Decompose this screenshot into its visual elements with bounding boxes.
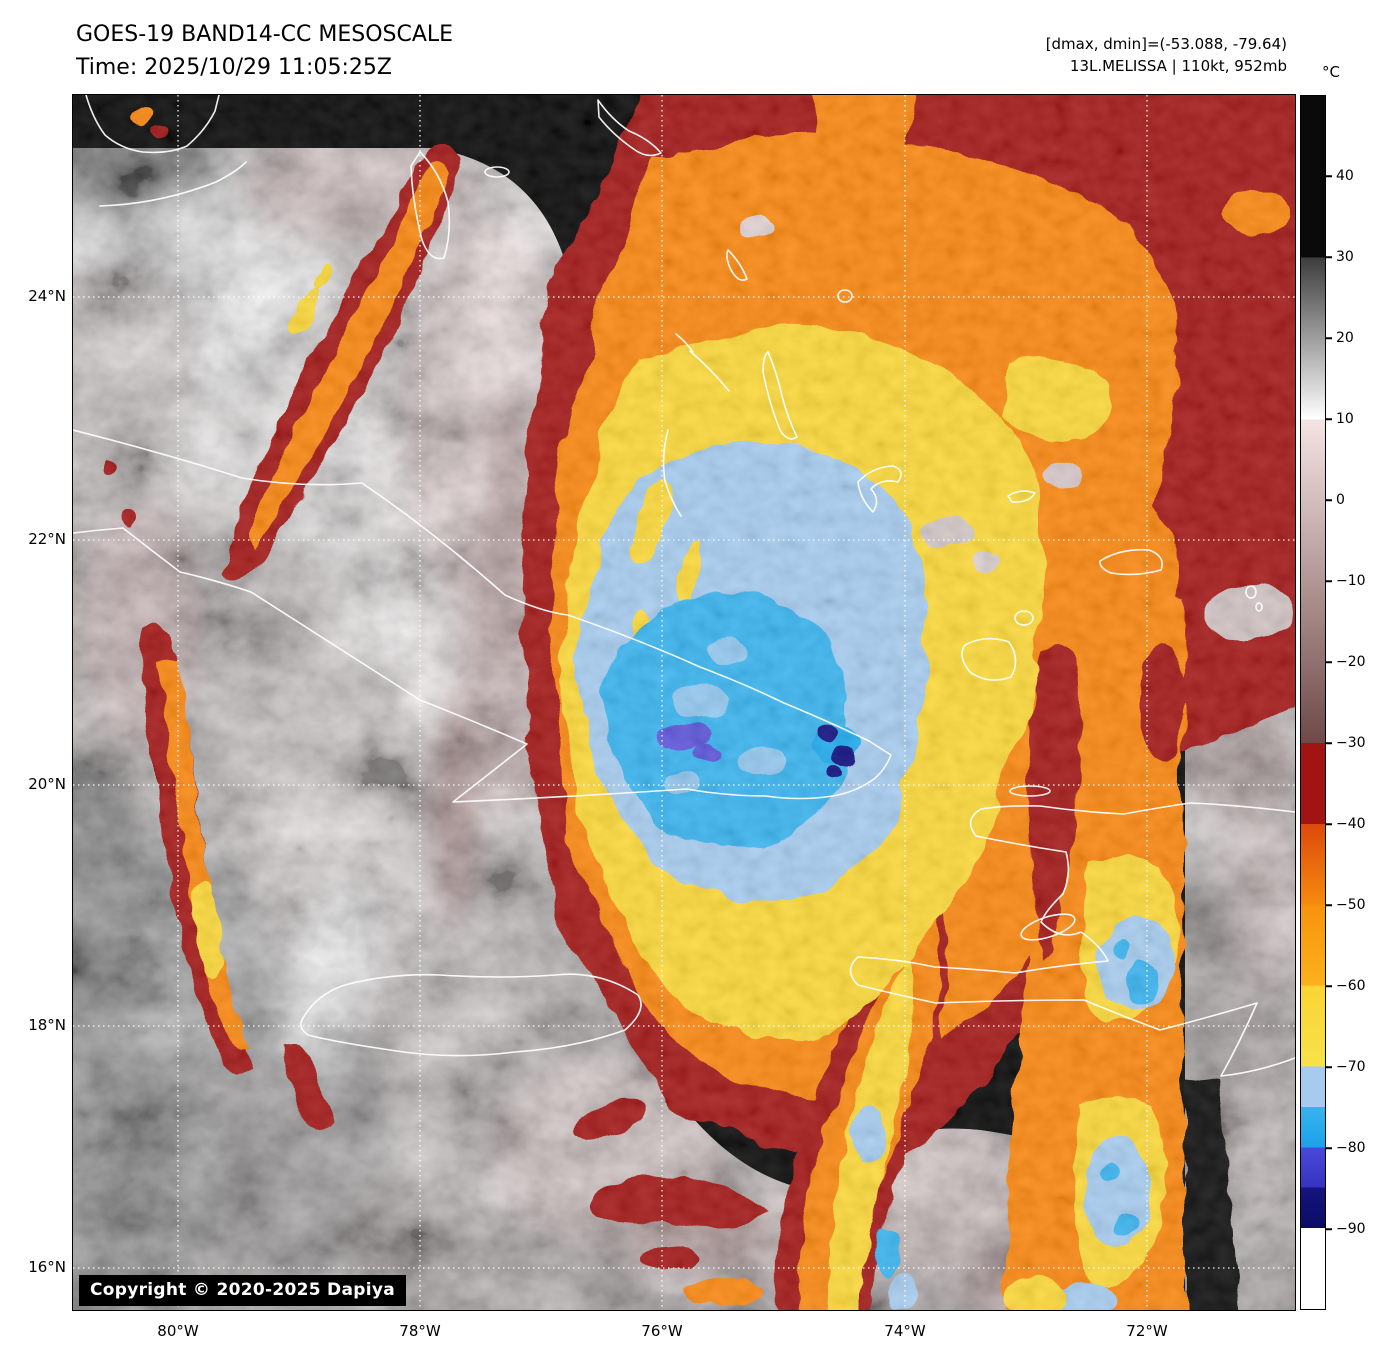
- colorbar-unit-label: °C: [1322, 63, 1340, 81]
- lat-label: 24°N: [28, 287, 66, 305]
- copyright-label: Copyright © 2020-2025 Dapiya: [79, 1275, 406, 1306]
- coastline-caicos: [1099, 548, 1163, 576]
- lon-label: 76°W: [641, 1322, 683, 1340]
- lat-label: 22°N: [28, 530, 66, 548]
- colorbar-tick-label: −40: [1336, 816, 1366, 832]
- colorbar-tick-label: 30: [1336, 249, 1354, 265]
- coastline-ragged: [662, 429, 682, 517]
- coastline-gonave: [1020, 913, 1076, 941]
- lat-label: 20°N: [28, 775, 66, 793]
- colorbar-tick-label: −10: [1336, 573, 1366, 589]
- colorbar-tick-label: −70: [1336, 1059, 1366, 1075]
- coastline-long-island: [762, 351, 798, 440]
- coastline-florida: [85, 95, 220, 154]
- coastline-cat-island: [726, 249, 748, 281]
- coastline-great-inagua: [961, 637, 1017, 681]
- coastline-hispaniola: [849, 802, 1295, 1077]
- coastline-san-salvador: [837, 289, 853, 303]
- coastline-mayaguana: [1007, 490, 1036, 503]
- coastline-tortuga: [1009, 785, 1051, 797]
- colorbar-tick-label: 20: [1336, 330, 1354, 346]
- coastline-andros: [410, 151, 451, 260]
- colorbar: [1300, 95, 1326, 1310]
- image-grain: [73, 95, 1295, 1310]
- coastline-cuba: [73, 429, 892, 803]
- coastline-florida-keys: [99, 161, 247, 207]
- coastline-turks: [1245, 585, 1257, 599]
- figure-time: Time: 2025/10/29 11:05:25Z: [76, 55, 392, 80]
- lat-label: 18°N: [28, 1016, 66, 1034]
- lon-label: 78°W: [399, 1322, 441, 1340]
- coastline-exuma: [675, 333, 730, 392]
- colorbar-tick-label: −90: [1336, 1221, 1366, 1237]
- lon-label: 74°W: [884, 1322, 926, 1340]
- lon-label: 80°W: [157, 1322, 199, 1340]
- figure-title: GOES-19 BAND14-CC MESOSCALE: [76, 22, 454, 47]
- coastline-jamaica: [300, 973, 642, 1057]
- dmax-dmin-annotation: [dmax, dmin]=(-53.088, -79.64): [1045, 35, 1287, 53]
- colorbar-tick-label: −80: [1336, 1140, 1366, 1156]
- satellite-map: Copyright © 2020-2025 Dapiya: [72, 94, 1296, 1311]
- lon-label: 72°W: [1126, 1322, 1168, 1340]
- coastlines: [73, 95, 1295, 1077]
- colorbar-tick-label: −60: [1336, 978, 1366, 994]
- coastline-acklins: [857, 465, 902, 513]
- graticule: [73, 95, 1295, 1310]
- coastline-turks-2: [1255, 602, 1263, 612]
- colorbar-tick-label: 0: [1336, 492, 1345, 508]
- coastline-eleuthera: [597, 99, 662, 157]
- storm-info-annotation: 13L.MELISSA | 110kt, 952mb: [1069, 57, 1287, 75]
- colorbar-tick-label: −20: [1336, 654, 1366, 670]
- colorbar-tick-label: −50: [1336, 897, 1366, 913]
- coastline-little-inagua: [1014, 610, 1034, 626]
- colorbar-tick-label: −30: [1336, 735, 1366, 751]
- colorbar-tick-label: 10: [1336, 411, 1354, 427]
- lat-label: 16°N: [28, 1258, 66, 1276]
- coastline-new-providence: [484, 166, 510, 178]
- satellite-image: [73, 95, 1295, 1310]
- colorbar-tick-label: 40: [1336, 168, 1354, 184]
